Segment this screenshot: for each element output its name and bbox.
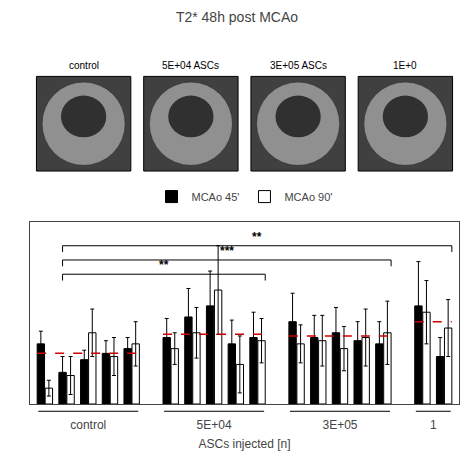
svg-text:3E+05 ASCs: 3E+05 ASCs [270,60,327,71]
svg-text:control: control [69,60,99,71]
svg-text:MCAo 90': MCAo 90' [284,191,332,203]
svg-text:ASCs injected [n]: ASCs injected [n] [198,437,290,451]
svg-text:1: 1 [430,418,437,432]
svg-text:MCAo 45': MCAo 45' [192,191,240,203]
svg-text:T2* 48h post MCAo: T2* 48h post MCAo [176,9,298,25]
svg-text:**: ** [159,258,169,272]
svg-text:1E+0: 1E+0 [393,60,417,71]
svg-text:5E+04: 5E+04 [197,418,232,432]
svg-text:**: ** [252,230,262,244]
svg-text:control: control [70,418,106,432]
svg-text:5E+04 ASCs: 5E+04 ASCs [162,60,219,71]
svg-text:3E+05: 3E+05 [322,418,357,432]
svg-text:***: *** [220,244,234,258]
